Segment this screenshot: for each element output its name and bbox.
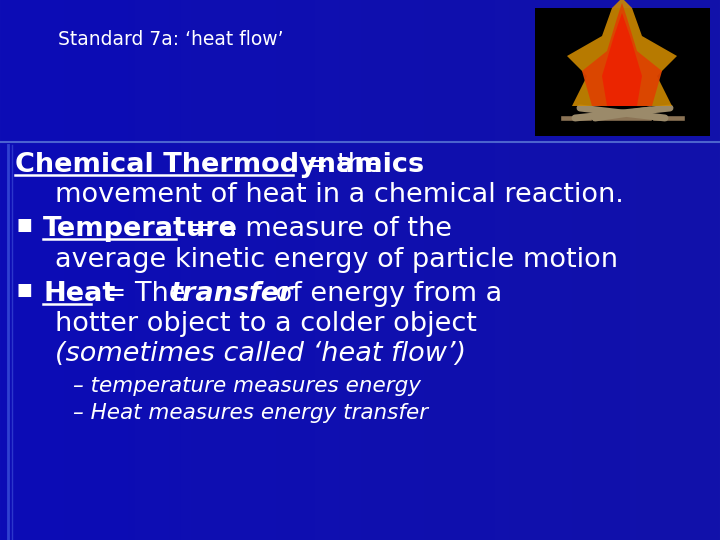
Text: of energy from a: of energy from a	[266, 281, 502, 307]
Text: – Heat measures energy transfer: – Heat measures energy transfer	[73, 403, 428, 423]
FancyArrow shape	[592, 115, 652, 121]
Text: movement of heat in a chemical reaction.: movement of heat in a chemical reaction.	[55, 182, 624, 208]
Text: = The: = The	[95, 281, 194, 307]
Polygon shape	[567, 0, 677, 106]
Text: Temperature: Temperature	[43, 217, 238, 242]
Text: Chemical Thermodynamics: Chemical Thermodynamics	[15, 152, 424, 178]
Text: Heat: Heat	[43, 281, 115, 307]
Text: Standard 7a: ‘heat flow’: Standard 7a: ‘heat flow’	[58, 30, 284, 49]
Text: hotter object to a colder object: hotter object to a colder object	[55, 311, 477, 337]
Polygon shape	[582, 3, 662, 106]
Text: = a measure of the: = a measure of the	[180, 217, 452, 242]
Text: ■: ■	[17, 281, 32, 299]
Text: transfer: transfer	[170, 281, 294, 307]
FancyArrow shape	[560, 115, 620, 121]
Bar	[535, 8, 710, 136]
FancyArrow shape	[625, 115, 685, 121]
Text: – temperature measures energy: – temperature measures energy	[73, 376, 421, 396]
Text: average kinetic energy of particle motion: average kinetic energy of particle motio…	[55, 247, 618, 273]
Text: (sometimes called ‘heat flow’): (sometimes called ‘heat flow’)	[55, 341, 466, 367]
Polygon shape	[602, 13, 642, 106]
Text: = the: = the	[297, 152, 382, 178]
Text: ■: ■	[17, 217, 32, 234]
